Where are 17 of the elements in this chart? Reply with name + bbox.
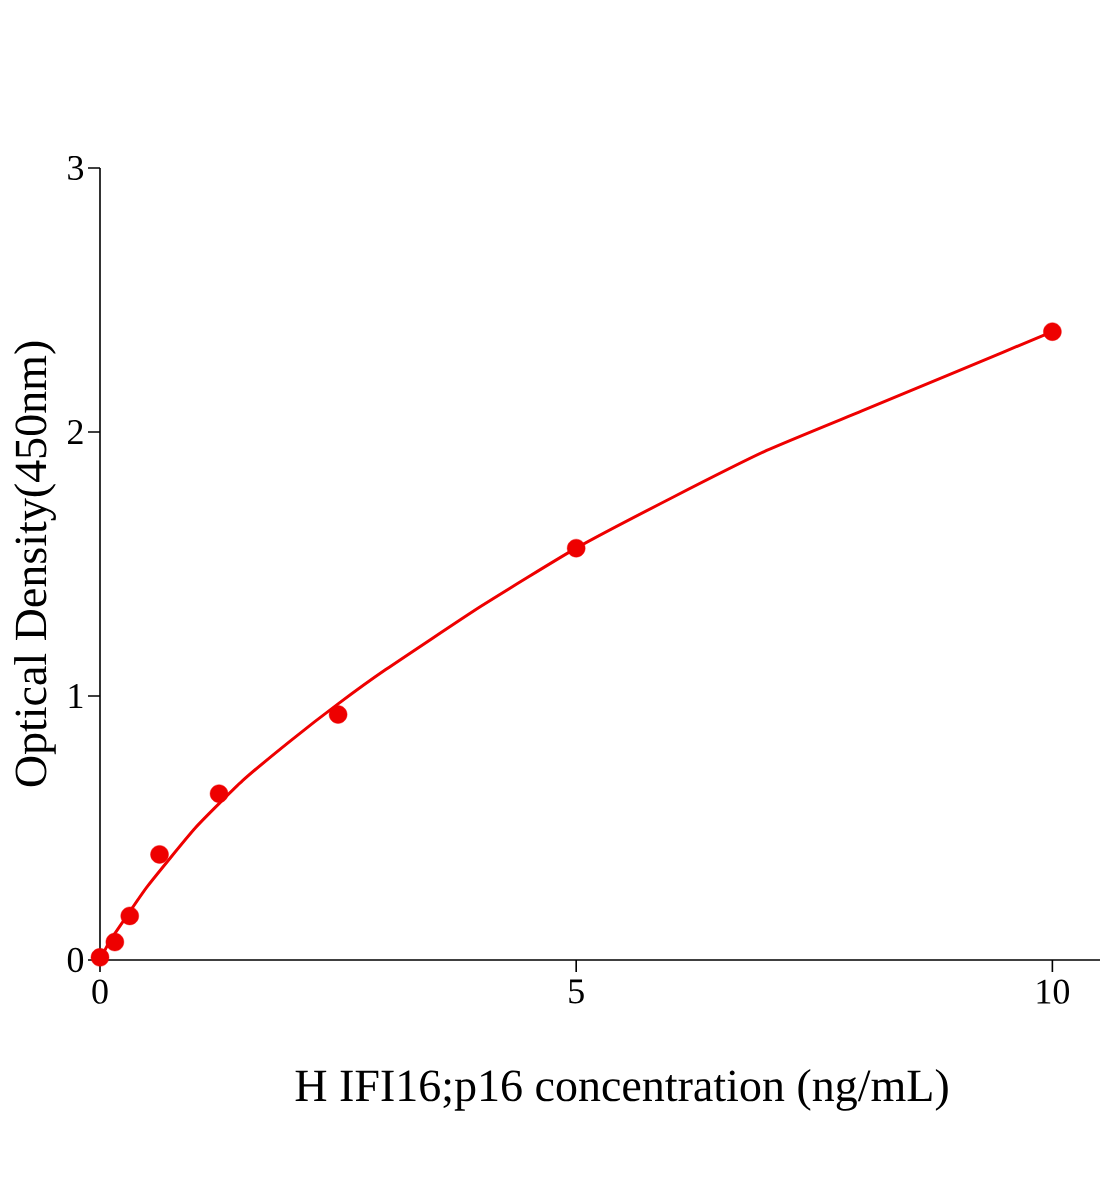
x-axis-title: H IFI16;p16 concentration (ng/mL): [295, 1068, 948, 1111]
point: [150, 845, 169, 864]
point: [566, 538, 586, 558]
point: [209, 784, 229, 803]
x-tick-label: 0: [92, 979, 108, 1004]
point: [1043, 322, 1062, 341]
x-tick-label: 5: [569, 979, 584, 1004]
y-tick-label: 0: [67, 947, 84, 973]
point: [120, 906, 139, 926]
y-axis-title: Optical Density(450nm): [14, 341, 56, 787]
point: [328, 705, 348, 724]
y-tick-label: 1: [69, 684, 83, 708]
y-tick-label: 3: [68, 155, 84, 181]
point: [90, 948, 110, 967]
y-tick-label: 2: [68, 420, 83, 444]
x-tick-label: 10: [1037, 979, 1070, 1004]
point: [105, 932, 125, 952]
